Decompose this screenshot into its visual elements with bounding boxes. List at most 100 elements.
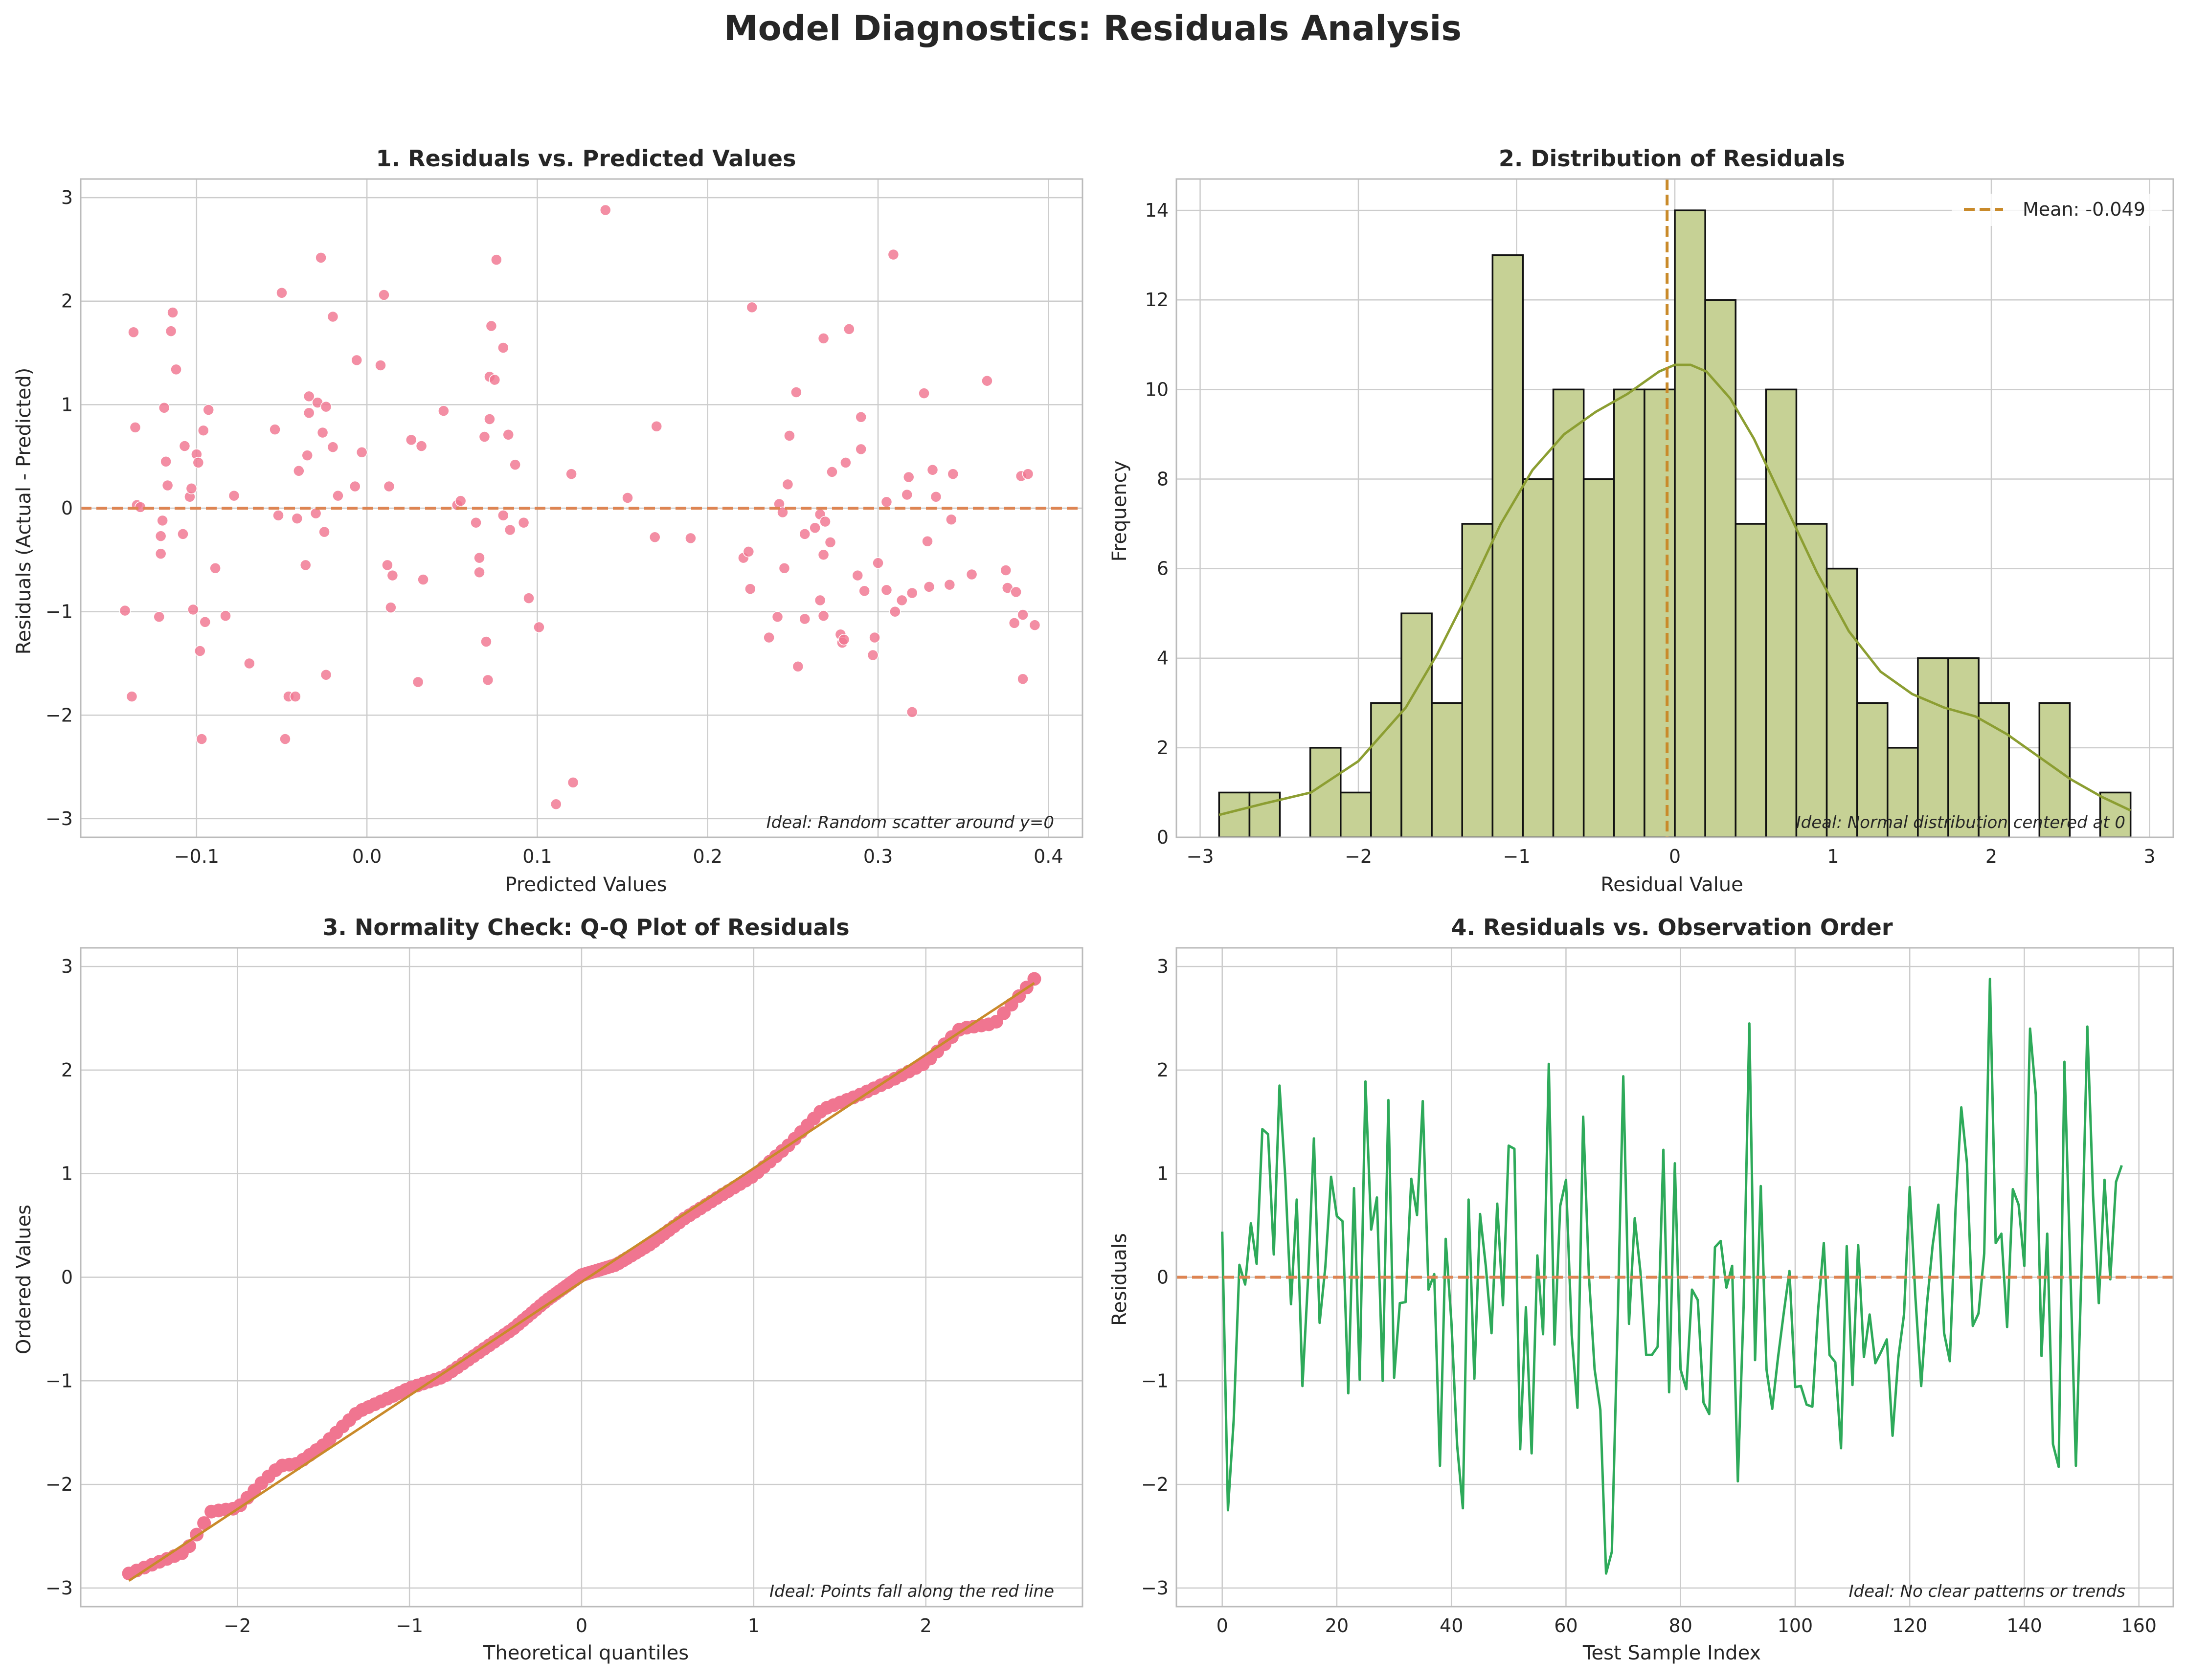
legend-mean-label: Mean: -0.049 — [2023, 199, 2145, 220]
residual-point — [303, 407, 315, 419]
panel-4-title: 4. Residuals vs. Observation Order — [1451, 914, 1893, 941]
residual-point — [177, 528, 189, 540]
residual-point — [889, 605, 901, 618]
scatter-points — [119, 204, 1041, 810]
x-tick-label: −3 — [1187, 846, 1214, 867]
residual-point — [817, 549, 830, 560]
y-tick-label: 10 — [1145, 379, 1169, 400]
residual-point — [438, 405, 450, 417]
residual-point — [1017, 609, 1029, 621]
residual-point — [300, 559, 312, 571]
residual-point — [814, 594, 826, 606]
residual-point — [906, 587, 918, 599]
residual-point — [826, 466, 838, 478]
residual-point — [923, 581, 935, 593]
residual-point — [778, 562, 790, 574]
residual-point — [799, 528, 811, 540]
residual-point — [858, 585, 870, 597]
residual-point — [880, 584, 893, 596]
qq-plot-panel: Theoretical quantiles Ordered Values −2 −… — [13, 914, 1083, 1664]
residual-point — [1029, 619, 1041, 631]
residual-point — [170, 363, 182, 376]
kde-curve — [1218, 363, 2131, 816]
residual-point — [276, 287, 288, 299]
residual-point — [179, 440, 191, 452]
panel-1-ylabel: Residuals (Actual - Predicted) — [13, 368, 35, 655]
x-tick-label: 1 — [1827, 846, 1839, 867]
y-tick-label: 3 — [61, 956, 73, 977]
residual-point — [1022, 468, 1034, 480]
residual-point — [160, 456, 172, 468]
qq-reference-line — [128, 982, 1035, 1582]
histogram-bar — [1644, 388, 1676, 838]
residual-point — [489, 374, 501, 386]
residual-point — [303, 390, 315, 403]
x-tick-label: −2 — [224, 1615, 251, 1636]
residual-point — [356, 446, 368, 458]
y-tick-label: −1 — [45, 1370, 73, 1391]
residual-point — [1000, 564, 1012, 576]
y-tick-label: 12 — [1145, 289, 1169, 311]
residual-point — [855, 411, 867, 423]
residual-point — [349, 480, 361, 493]
residual-point — [782, 478, 794, 491]
residual-point — [198, 425, 209, 437]
y-tick-label: 8 — [1157, 468, 1169, 490]
x-tick-label: 0.0 — [352, 846, 382, 867]
residual-point — [852, 569, 863, 582]
residual-point — [824, 537, 836, 548]
residual-point — [385, 602, 397, 613]
residual-point — [378, 289, 390, 301]
panel-4-annotation: Ideal: No clear patterns or trends — [1849, 1582, 2126, 1601]
residual-point — [887, 248, 900, 261]
residual-point — [792, 661, 804, 672]
residual-point — [228, 490, 240, 502]
residual-point — [196, 733, 208, 745]
y-tick-label: −1 — [45, 601, 73, 623]
histogram-bar — [1674, 209, 1706, 838]
residual-point — [922, 535, 933, 547]
residual-point — [119, 605, 131, 617]
y-tick-label: 14 — [1145, 200, 1169, 221]
x-tick-label: 120 — [1892, 1615, 1928, 1636]
residual-point — [763, 631, 775, 644]
x-tick-label: 2 — [1985, 846, 1997, 867]
panel-2-ylabel: Frequency — [1108, 461, 1131, 562]
panel-4-xlabel: Test Sample Index — [1582, 1642, 1761, 1664]
histogram-bar — [1765, 388, 1798, 838]
residual-point — [880, 496, 893, 508]
histogram-bar — [1947, 657, 1980, 838]
residual-point — [386, 569, 399, 582]
x-tick-label: 140 — [2006, 1615, 2042, 1636]
residual-point — [405, 434, 417, 446]
x-tick-label: −0.1 — [174, 846, 219, 867]
y-tick-label: −3 — [45, 1577, 73, 1599]
residual-point — [567, 777, 579, 788]
residual-point — [817, 610, 830, 622]
residual-point — [482, 674, 494, 686]
residual-point — [502, 428, 514, 441]
residual-point — [375, 359, 386, 371]
residual-point — [930, 491, 942, 503]
y-tick-label: −3 — [1141, 1577, 1169, 1599]
x-tick-label: 40 — [1440, 1615, 1463, 1636]
histogram-bar — [1613, 388, 1645, 838]
residuals-vs-predicted-panel: Predicted Values Residuals (Actual - Pre… — [13, 145, 1083, 896]
x-tick-label: −1 — [396, 1615, 423, 1636]
y-tick-label: 1 — [61, 1163, 73, 1185]
residual-point — [901, 489, 913, 501]
residual-point — [382, 559, 393, 571]
residual-point — [185, 483, 198, 494]
panel-3-xlabel: Theoretical quantiles — [483, 1642, 689, 1664]
residual-point — [867, 649, 879, 661]
panel-2-annotation: Ideal: Normal distribution centered at 0 — [1796, 813, 2125, 832]
residual-point — [809, 522, 821, 534]
histogram-bars — [1218, 209, 2132, 838]
y-tick-label: 1 — [61, 394, 73, 415]
y-tick-label: 0 — [61, 497, 73, 519]
residual-point — [128, 326, 139, 338]
residual-point — [199, 616, 211, 628]
residual-point — [838, 634, 850, 646]
histogram-bar — [1704, 299, 1736, 838]
